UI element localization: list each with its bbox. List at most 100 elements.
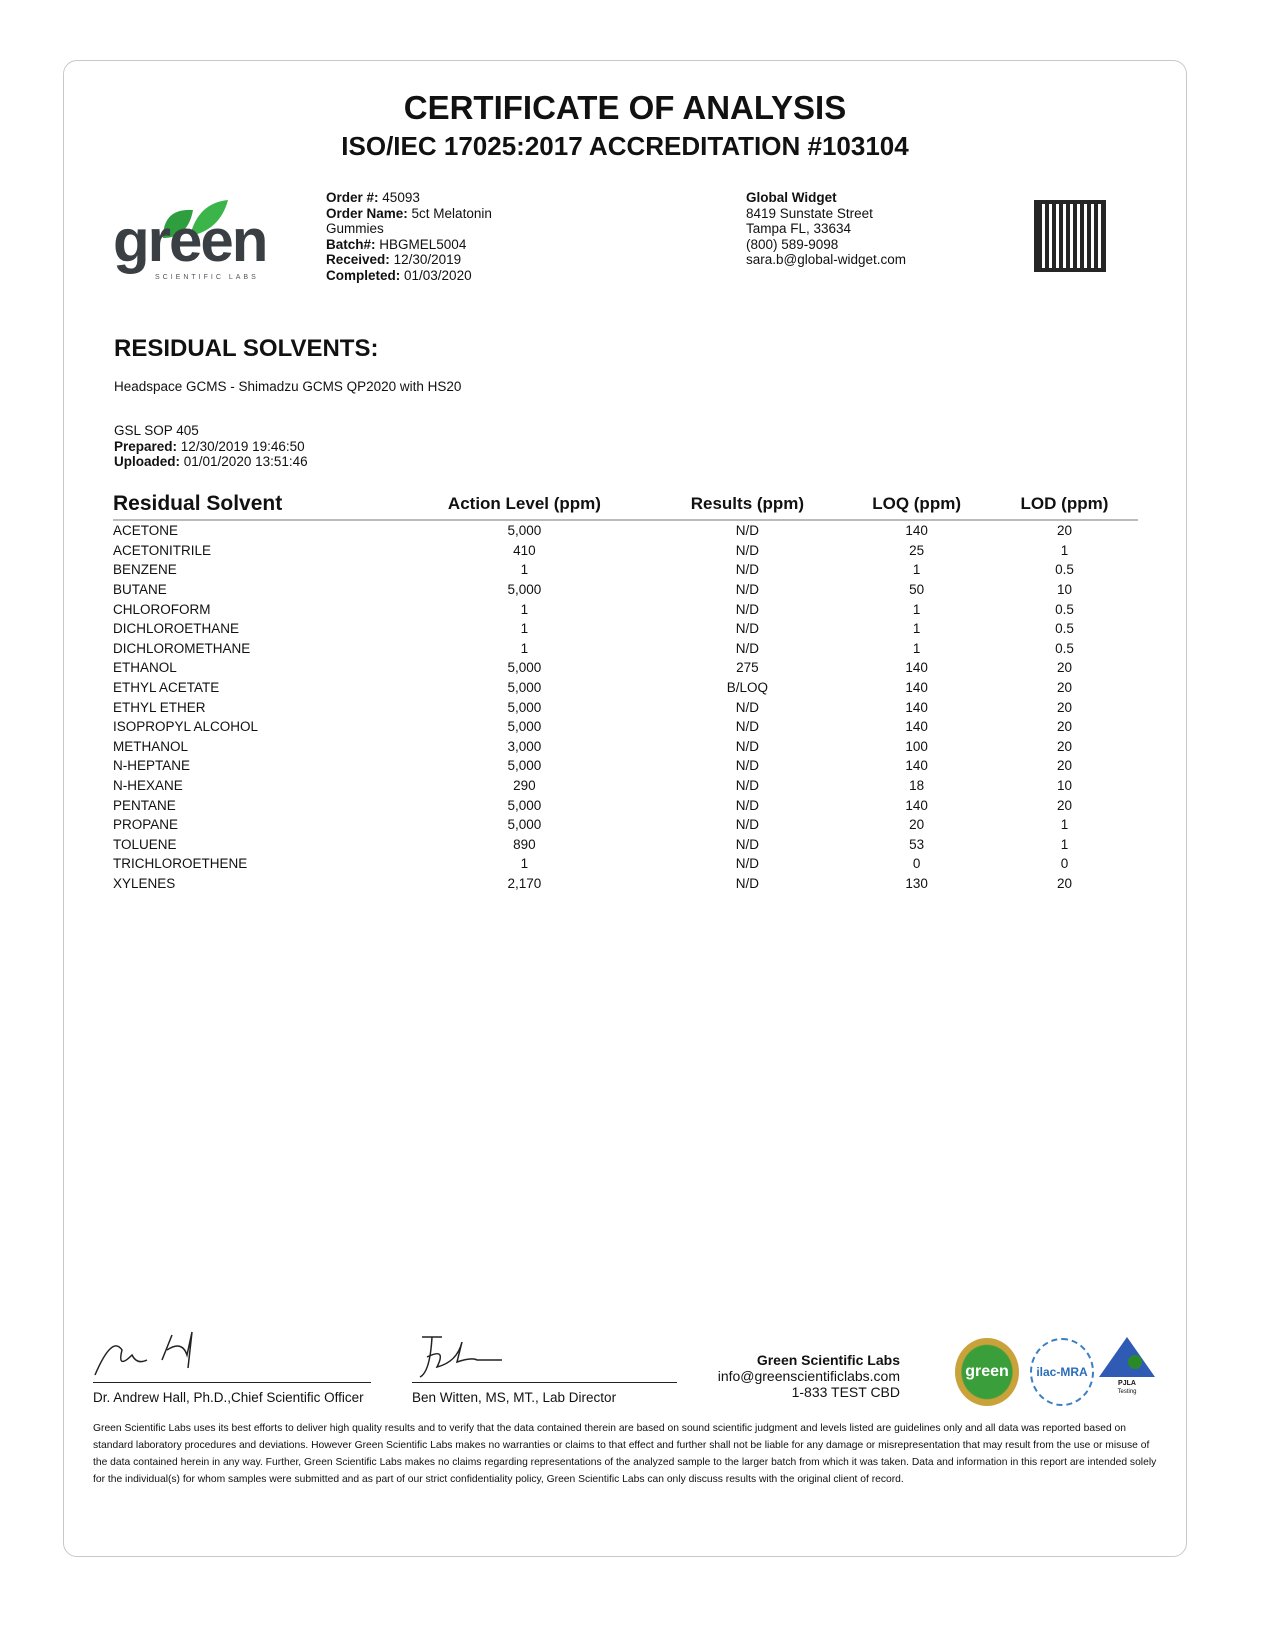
table-row: ETHYL ACETATE 5,000 B/LOQ 140 20 — [113, 678, 1138, 698]
lab-contact: Green Scientific Labs info@greenscientif… — [717, 1352, 900, 1400]
signer-2: Ben Witten, MS, MT., Lab Director — [412, 1390, 617, 1405]
table-cell: 5,000 — [507, 582, 542, 598]
table-cell: 100 — [905, 738, 928, 754]
green-seal-badge: green — [955, 1338, 1019, 1406]
signature-witten — [419, 1336, 502, 1378]
table-cell: XYLENES — [113, 875, 176, 891]
table-cell: TOLUENE — [113, 836, 177, 852]
table-row: METHANOL 3,000 N/D 100 20 — [113, 737, 1138, 757]
page-title: CERTIFICATE OF ANALYSIS — [403, 89, 847, 126]
client-info: Global Widget 8419 Sunstate Street Tampa… — [746, 190, 907, 267]
table-cell: N/D — [735, 719, 760, 735]
table-cell: 140 — [905, 758, 928, 774]
table-cell: 10 — [1056, 582, 1072, 598]
pjla-triangle-icon — [1099, 1337, 1155, 1377]
column-header: Action Level (ppm) — [396, 492, 653, 521]
table-cell: N/D — [735, 738, 760, 754]
ilac-mra-badge: ilac-MRA — [1030, 1338, 1094, 1406]
table-cell: N/D — [735, 836, 760, 852]
table-cell: 275 — [736, 660, 759, 676]
table-cell: ETHYL ETHER — [113, 699, 206, 715]
table-row: ETHYL ETHER 5,000 N/D 140 20 — [113, 697, 1138, 717]
table-cell: 1 — [520, 640, 529, 656]
table-cell: 1 — [912, 562, 921, 578]
table-cell: DICHLOROETHANE — [113, 621, 240, 637]
table-cell: N/D — [735, 797, 760, 813]
table-cell: 140 — [905, 699, 928, 715]
table-cell: 1 — [912, 601, 921, 617]
table-row: PROPANE 5,000 N/D 20 1 — [113, 815, 1138, 835]
table-cell: 20 — [1056, 523, 1072, 539]
table-cell: 140 — [905, 797, 928, 813]
table-cell: 0 — [912, 856, 921, 872]
table-row: TOLUENE 890 N/D 53 1 — [113, 835, 1138, 855]
table-cell: N/D — [735, 523, 760, 539]
table-cell: N/D — [735, 562, 760, 578]
table-cell: DICHLOROMETHANE — [113, 640, 251, 656]
table-cell: 5,000 — [507, 680, 542, 696]
table-cell: ETHYL ACETATE — [113, 680, 220, 696]
table-cell: 20 — [1056, 699, 1072, 715]
table-cell: N/D — [735, 601, 760, 617]
table-cell: N/D — [735, 621, 760, 637]
table-cell: N/D — [735, 582, 760, 598]
table-cell: 20 — [1056, 738, 1072, 754]
table-cell: N/D — [735, 640, 760, 656]
logo-wordmark: green — [113, 207, 268, 274]
column-header: Residual Solvent — [113, 492, 397, 521]
signature-line — [93, 1382, 371, 1383]
table-cell: 50 — [909, 582, 925, 598]
table-row: ETHANOL 5,000 275 140 20 — [113, 658, 1138, 678]
logo-tagline: SCIENTIFIC LABS — [155, 274, 259, 281]
table-row: N-HEXANE 290 N/D 18 10 — [113, 776, 1138, 796]
table-cell: 1 — [520, 621, 529, 637]
table-cell: 5,000 — [507, 660, 542, 676]
table-cell: N/D — [735, 758, 760, 774]
table-cell: 140 — [905, 719, 928, 735]
table-cell: 2,170 — [507, 875, 542, 891]
table-cell: N-HEXANE — [113, 778, 183, 794]
company-logo: green SCIENTIFIC LABS — [113, 198, 313, 283]
table-cell: ACETONE — [113, 523, 179, 539]
table-cell: N/D — [735, 699, 760, 715]
table-row: ISOPROPYL ALCOHOL 5,000 N/D 140 20 — [113, 717, 1138, 737]
section-title: RESIDUAL SOLVENTS: — [114, 335, 379, 362]
residual-solvents-table: Residual Solvent Action Level (ppm) Result… — [113, 492, 1138, 893]
table-row: XYLENES 2,170 N/D 130 20 — [113, 874, 1138, 894]
table-cell: 290 — [513, 778, 536, 794]
table-cell: 20 — [909, 817, 925, 833]
table-row: BENZENE 1 N/D 1 0.5 — [113, 560, 1138, 580]
table-cell: METHANOL — [113, 738, 189, 754]
table-row: BUTANE 5,000 N/D 50 10 — [113, 580, 1138, 600]
table-cell: B/LOQ — [726, 680, 769, 696]
table-cell: 20 — [1056, 680, 1072, 696]
table-cell: 890 — [513, 836, 536, 852]
table-row: CHLOROFORM 1 N/D 1 0.5 — [113, 599, 1138, 619]
signature-hall — [94, 1331, 193, 1376]
table-cell: PROPANE — [113, 817, 179, 833]
table-cell: ISOPROPYL ALCOHOL — [113, 719, 259, 735]
column-header: LOD (ppm) — [990, 492, 1138, 521]
signature-line — [412, 1382, 677, 1383]
table-cell: 130 — [905, 875, 928, 891]
table-cell: 5,000 — [507, 719, 542, 735]
table-cell: CHLOROFORM — [113, 601, 211, 617]
table-cell: 20 — [1056, 758, 1072, 774]
table-cell: 5,000 — [507, 797, 542, 813]
table-row: PENTANE 5,000 N/D 140 20 — [113, 795, 1138, 815]
table-cell: TRICHLOROETHENE — [113, 856, 248, 872]
table-cell: 10 — [1056, 778, 1072, 794]
qr-code[interactable] — [1034, 200, 1106, 272]
table-cell: 5,000 — [507, 523, 542, 539]
table-row: TRICHLOROETHENE 1 N/D 0 0 — [113, 854, 1138, 874]
table-cell: 1 — [1060, 817, 1069, 833]
table-row: DICHLOROETHANE 1 N/D 1 0.5 — [113, 619, 1138, 639]
method: Headspace GCMS - Shimadzu GCMS QP2020 wi… — [114, 379, 462, 394]
table-cell: 1 — [1060, 542, 1069, 558]
table-cell: N/D — [735, 875, 760, 891]
table-cell: N/D — [735, 817, 760, 833]
table-cell: N/D — [735, 778, 760, 794]
pjla-badge: PJLA Testing — [1097, 1335, 1157, 1405]
table-cell: 0.5 — [1055, 562, 1074, 578]
